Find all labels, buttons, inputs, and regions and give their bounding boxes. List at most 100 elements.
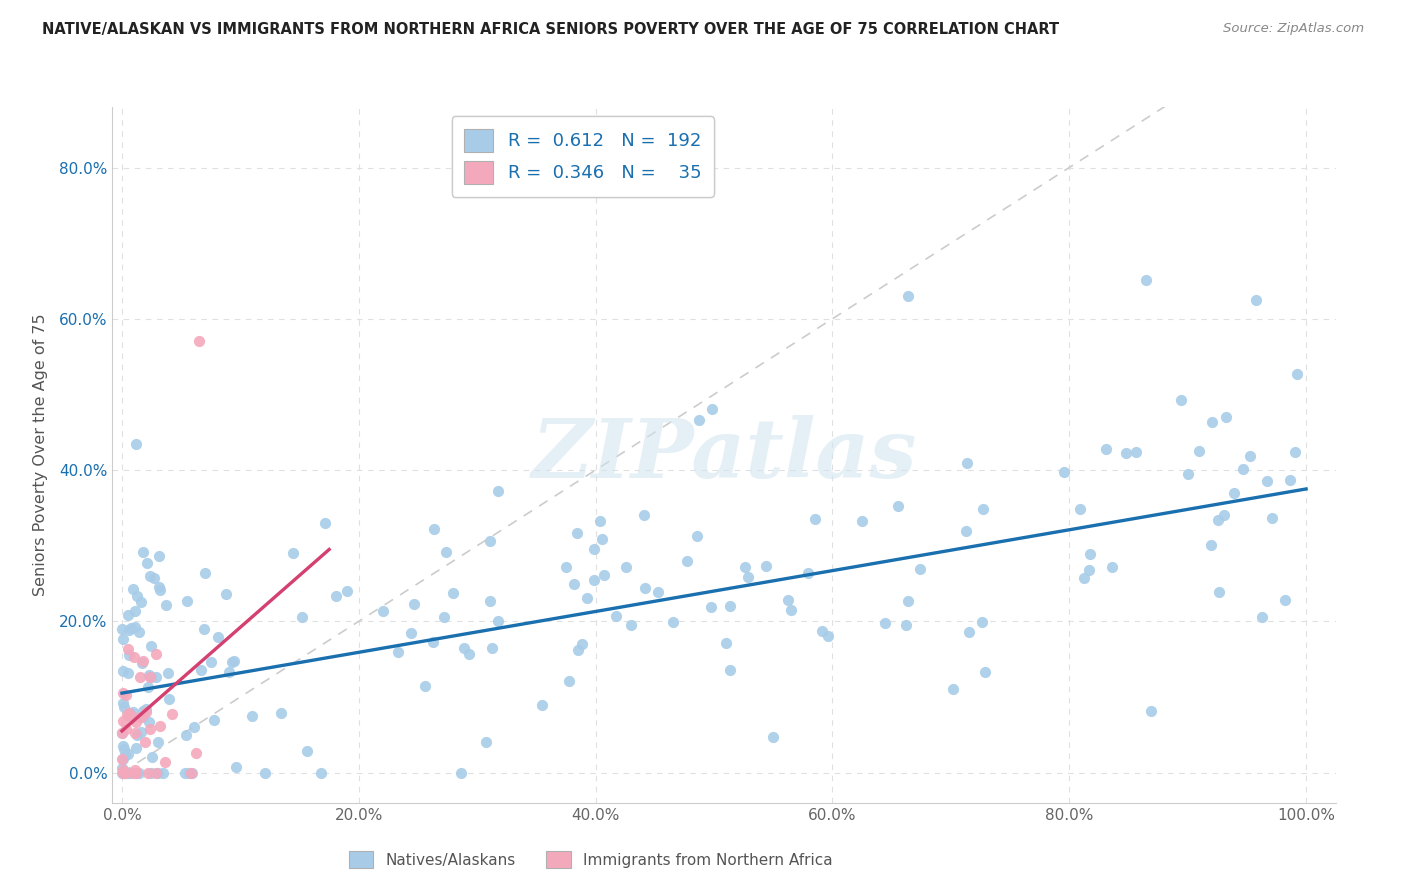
Point (120, 621, 142, 635)
Point (688, 413, 710, 427)
Point (111, 765, 134, 780)
Point (149, 582, 172, 597)
Point (972, 615, 994, 629)
Point (593, 567, 616, 582)
Point (1188, 444, 1211, 458)
Point (117, 747, 139, 762)
Point (486, 483, 509, 498)
Point (1078, 547, 1101, 561)
Point (1069, 502, 1091, 516)
Point (453, 641, 475, 656)
Point (112, 742, 135, 756)
Point (1135, 273, 1157, 287)
Point (114, 765, 136, 780)
Point (152, 765, 174, 780)
Point (887, 499, 910, 513)
Point (908, 561, 931, 575)
Point (253, 765, 276, 780)
Point (125, 765, 148, 780)
Point (1285, 367, 1308, 381)
Point (218, 665, 240, 680)
Point (145, 765, 167, 780)
Point (686, 529, 709, 543)
Point (114, 765, 136, 780)
Point (634, 581, 657, 595)
Point (148, 549, 170, 563)
Point (187, 334, 209, 349)
Point (138, 670, 160, 684)
Point (128, 670, 150, 684)
Point (1201, 415, 1223, 429)
Point (141, 750, 163, 764)
Point (575, 591, 598, 605)
Point (190, 663, 212, 677)
Point (202, 713, 225, 727)
Point (314, 516, 336, 530)
Point (139, 722, 162, 736)
Point (117, 709, 139, 723)
Point (139, 765, 162, 780)
Point (714, 636, 737, 650)
Point (956, 456, 979, 470)
Point (112, 700, 135, 714)
Point (957, 624, 980, 639)
Point (157, 666, 180, 681)
Point (762, 730, 785, 744)
Point (591, 532, 613, 546)
Point (184, 746, 207, 760)
Point (111, 765, 134, 780)
Point (1073, 572, 1095, 586)
Point (118, 623, 141, 637)
Point (1244, 293, 1267, 307)
Point (1274, 593, 1296, 607)
Point (1223, 485, 1246, 500)
Point (118, 765, 141, 780)
Point (117, 608, 139, 623)
Point (571, 636, 593, 650)
Point (1095, 442, 1118, 457)
Point (114, 723, 136, 737)
Point (131, 725, 153, 739)
Point (153, 756, 176, 770)
Point (111, 623, 134, 637)
Point (136, 765, 159, 780)
Point (1139, 704, 1161, 718)
Point (117, 641, 139, 656)
Point (111, 697, 134, 711)
Point (309, 765, 332, 780)
Point (131, 654, 153, 668)
Point (1115, 446, 1137, 460)
Point (124, 604, 146, 618)
Point (779, 603, 801, 617)
Point (422, 634, 444, 648)
Point (1078, 563, 1101, 577)
Point (114, 765, 136, 780)
Point (176, 594, 198, 608)
Point (402, 597, 425, 611)
Point (207, 630, 229, 644)
Point (737, 569, 759, 583)
Point (433, 610, 456, 624)
Point (479, 594, 502, 608)
Point (555, 560, 578, 574)
Point (558, 673, 581, 688)
Point (141, 670, 163, 684)
Point (183, 720, 205, 734)
Point (974, 665, 997, 680)
Point (676, 554, 699, 568)
Point (111, 752, 134, 766)
Point (614, 560, 637, 574)
Point (111, 761, 134, 775)
Point (1206, 513, 1229, 527)
Point (1284, 445, 1306, 459)
Point (145, 647, 167, 661)
Point (111, 664, 134, 678)
Point (270, 706, 292, 720)
Point (125, 714, 148, 729)
Point (897, 593, 920, 607)
Point (221, 655, 243, 669)
Point (450, 765, 472, 780)
Point (434, 545, 457, 559)
Point (111, 726, 134, 740)
Point (115, 708, 138, 723)
